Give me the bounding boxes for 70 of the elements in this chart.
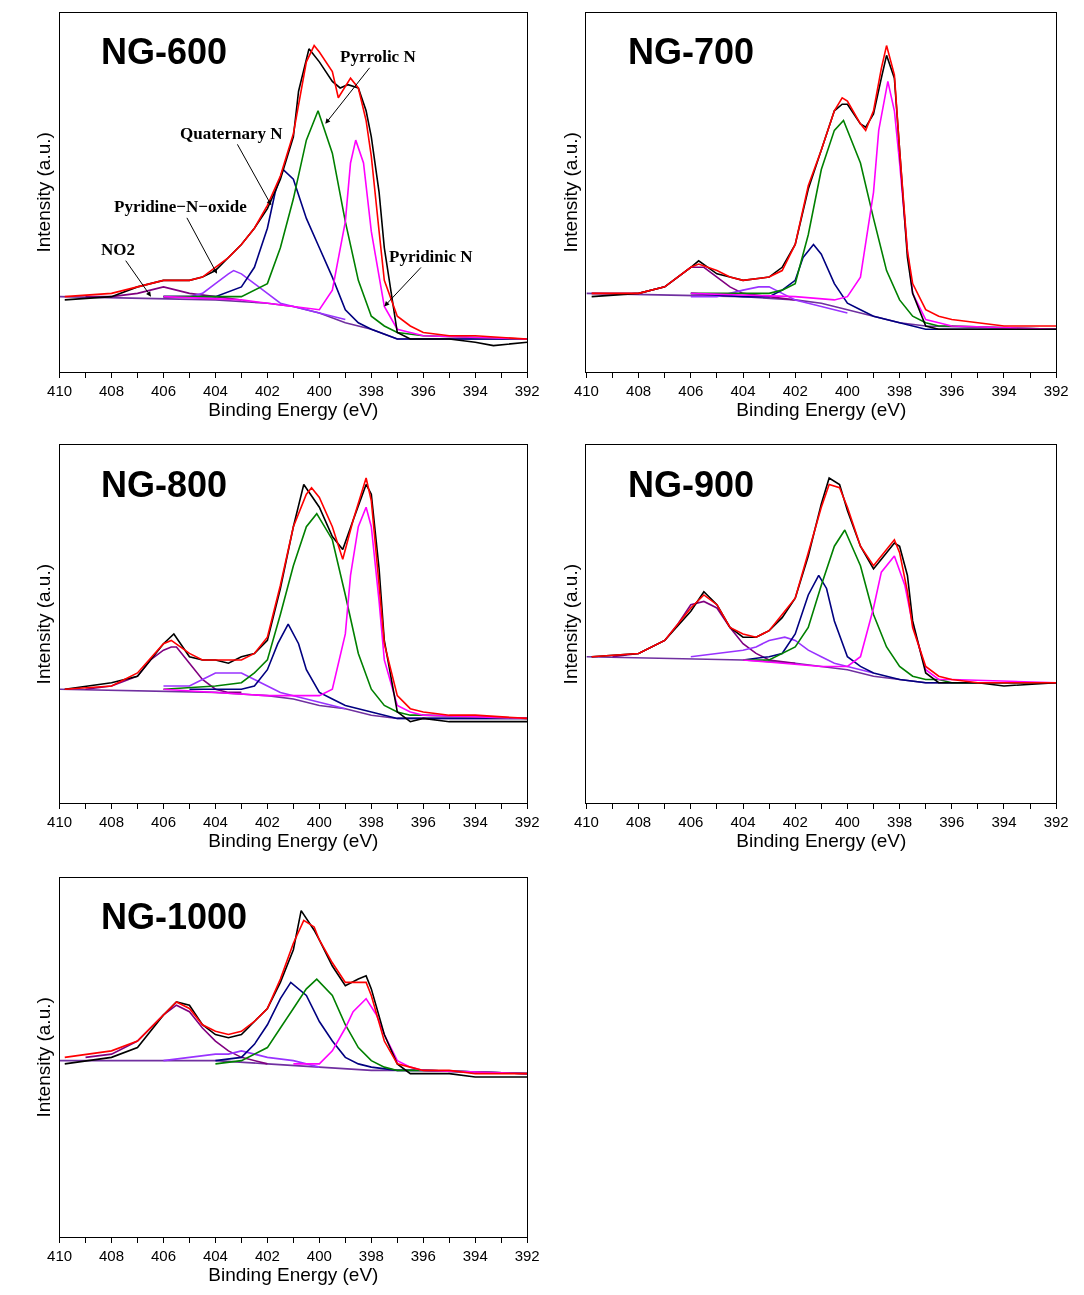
x-tick-label: 394: [462, 381, 488, 399]
y-axis-title: Intensity (a.u.): [560, 563, 582, 685]
x-tick-label: 406: [678, 381, 704, 399]
x-tick-label: 402: [254, 1246, 280, 1264]
x-tick-label: 396: [410, 381, 436, 399]
x-axis-title: Binding Energy (eV): [736, 830, 907, 851]
x-tick-label: 396: [410, 813, 436, 830]
x-tick-label: 394: [462, 813, 488, 830]
x-tick-label: 400: [834, 813, 860, 830]
chart-title: NG-600: [101, 31, 228, 72]
annotation: Pyridinic N: [389, 247, 474, 266]
x-tick-label: 398: [358, 381, 384, 399]
x-tick-label: 404: [730, 813, 756, 830]
x-tick-label: 408: [99, 381, 125, 399]
x-tick-label: 394: [991, 813, 1017, 830]
x-tick-label: 404: [202, 1246, 228, 1264]
y-axis-title: Intensity (a.u.): [33, 563, 55, 685]
chart-title: NG-700: [628, 31, 755, 72]
x-tick-label: 400: [306, 813, 332, 830]
x-tick-label: 400: [306, 1246, 332, 1264]
annotation: Pyrrolic N: [340, 47, 417, 66]
x-tick-label: 410: [47, 381, 73, 399]
x-tick-label: 396: [410, 1246, 436, 1264]
chart-title: NG-900: [628, 464, 755, 505]
x-tick-label: 408: [99, 813, 125, 830]
annotation: NO2: [101, 240, 135, 259]
x-tick-label: 398: [358, 813, 384, 830]
x-tick-label: 408: [99, 1246, 125, 1264]
x-tick-label: 410: [573, 381, 599, 399]
x-tick-label: 398: [358, 1246, 384, 1264]
x-tick-label: 402: [254, 381, 280, 399]
x-tick-label: 410: [47, 813, 73, 830]
x-tick-label: 394: [462, 1246, 488, 1264]
y-axis-title: Intensity (a.u.): [560, 132, 582, 253]
x-tick-label: 402: [254, 813, 280, 830]
x-tick-label: 392: [514, 381, 540, 399]
x-tick-label: 392: [1043, 813, 1069, 830]
annotation: Pyridine−N−oxide: [114, 197, 248, 216]
x-axis-title: Binding Energy (eV): [208, 830, 379, 851]
x-tick-label: 396: [939, 813, 965, 830]
chart-title: NG-1000: [101, 896, 248, 937]
x-tick-label: 408: [626, 813, 652, 830]
x-axis-title: Binding Energy (eV): [736, 398, 907, 420]
x-tick-label: 406: [678, 813, 704, 830]
x-tick-label: 406: [150, 813, 176, 830]
y-axis-title: Intensity (a.u.): [33, 132, 55, 253]
x-tick-label: 392: [514, 813, 540, 830]
chart-title: NG-800: [101, 464, 228, 505]
x-tick-label: 400: [834, 381, 860, 399]
x-tick-label: 406: [150, 1246, 176, 1264]
x-tick-label: 392: [1043, 381, 1069, 399]
x-tick-label: 404: [202, 381, 228, 399]
x-tick-label: 404: [202, 813, 228, 830]
x-tick-label: 410: [573, 813, 599, 830]
annotation: Quaternary N: [180, 124, 284, 143]
x-tick-label: 402: [782, 381, 808, 399]
x-tick-label: 394: [991, 381, 1017, 399]
x-tick-label: 406: [150, 381, 176, 399]
x-tick-label: 396: [939, 381, 965, 399]
x-tick-label: 392: [514, 1246, 540, 1264]
x-tick-label: 410: [47, 1246, 73, 1264]
x-tick-label: 404: [730, 381, 756, 399]
y-axis-title: Intensity (a.u.): [33, 997, 55, 1118]
x-tick-label: 402: [782, 813, 808, 830]
x-axis-title: Binding Energy (eV): [208, 398, 379, 420]
x-tick-label: 408: [626, 381, 652, 399]
x-axis-title: Binding Energy (eV): [208, 1263, 379, 1285]
x-tick-label: 400: [306, 381, 332, 399]
x-tick-label: 398: [887, 813, 913, 830]
x-tick-label: 398: [887, 381, 913, 399]
